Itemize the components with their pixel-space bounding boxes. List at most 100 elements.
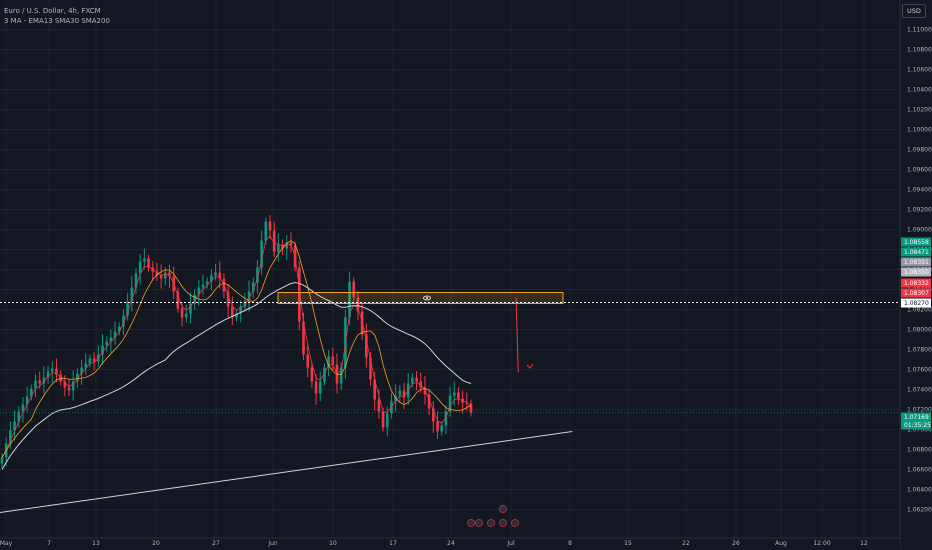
event-icon [487, 519, 495, 527]
candle-body [331, 356, 335, 365]
eye-outline [423, 295, 431, 301]
candle-body [272, 230, 276, 252]
candle-body [452, 392, 456, 396]
time-tick-label: 12 [860, 540, 868, 547]
candle-body [419, 381, 423, 388]
price-tick-label: 1.07200 [907, 407, 932, 414]
ema13-line [1, 234, 472, 458]
time-tick-label: 17 [389, 540, 397, 547]
candle-body [168, 272, 171, 277]
candle-body [302, 321, 305, 355]
candle-body [143, 258, 146, 262]
candle-body [80, 367, 83, 374]
candle-body [285, 242, 289, 249]
candle-body [469, 403, 473, 413]
price-badge-label: 1.08558 [904, 239, 929, 246]
candle-body [427, 394, 431, 409]
candle-body [318, 381, 322, 394]
candle-body [46, 371, 50, 378]
price-badge: 01:35:25 [901, 420, 931, 430]
candle-body [432, 408, 435, 422]
symbol-title[interactable]: Euro / U.S. Dollar, 4h, FXCM [4, 7, 101, 15]
candle-body [398, 390, 402, 396]
candle-body [84, 363, 88, 368]
eye-pupil [426, 297, 428, 299]
price-tick-label: 1.06400 [907, 487, 932, 494]
price-badge-label: 01:35:25 [904, 422, 931, 429]
price-badge-bg [901, 412, 931, 422]
candle-body [50, 368, 54, 372]
time-tick-label: Jul [506, 540, 515, 547]
candle-body [226, 291, 230, 307]
time-tick-label: 24 [447, 540, 455, 547]
eye-icon [423, 295, 431, 301]
candle-body [440, 425, 443, 432]
candle-body [134, 273, 138, 288]
candle-body [268, 221, 272, 231]
event-icon [475, 519, 483, 527]
time-tick-label: 27 [212, 540, 220, 547]
arrow-head [526, 363, 534, 369]
candle-body [126, 301, 129, 316]
time-tick-label: 15 [624, 540, 632, 547]
indicators-label[interactable]: 3 MA - EMA13 SMA30 SMA200 [4, 17, 110, 25]
candle-body [38, 380, 41, 384]
candle-body [277, 244, 280, 252]
price-badge-bg [901, 257, 931, 267]
candle-body [205, 281, 209, 285]
price-tick-label: 1.10400 [907, 87, 932, 94]
sma30-line [1, 240, 472, 458]
price-tick-label: 1.10200 [907, 107, 932, 114]
time-tick-label: 12:00 [813, 540, 830, 547]
candle-body [193, 294, 196, 304]
price-tick-label: 1.06600 [907, 467, 932, 474]
candle-body [92, 358, 96, 362]
candle-body [218, 272, 222, 279]
candle-body [17, 411, 21, 422]
candle-body [247, 291, 251, 302]
price-badge: 1.08307 [901, 288, 931, 298]
candle-body [147, 258, 150, 268]
candle-body [76, 373, 79, 382]
candle-body [323, 367, 326, 382]
candle-body [415, 377, 418, 382]
price-badge-label: 1.08391 [904, 259, 929, 266]
price-badge-bg [901, 278, 931, 288]
price-badge-label: 1.08270 [904, 300, 929, 307]
price-tick-label: 1.10000 [907, 127, 932, 134]
grid [0, 0, 900, 538]
candle-body [180, 308, 184, 318]
currency-button[interactable]: USD [902, 4, 926, 18]
trendline [0, 431, 573, 513]
price-tick-label: 1.10600 [907, 67, 932, 74]
price-badge: 1.08558 [901, 237, 931, 247]
candle-body [444, 411, 448, 426]
price-badge: 1.08270 [901, 298, 931, 308]
price-tick-label: 1.09800 [907, 147, 932, 154]
candle-body [184, 313, 188, 318]
trendline [515, 297, 519, 373]
time-tick-label: May [0, 540, 13, 547]
candle-body [21, 404, 25, 412]
candle-body [243, 301, 247, 307]
price-tick-label: 1.11000 [907, 27, 932, 34]
candle-body [176, 291, 180, 309]
time-tick-label: 13 [92, 540, 100, 547]
price-axis: 1.11000 1.10800 1.10600 1.10400 1.10200 1.100… [899, 0, 932, 550]
candle-body [113, 331, 117, 338]
time-tick-label: 26 [732, 540, 740, 547]
price-badge: 1.08350 [901, 267, 931, 277]
candle-body [306, 354, 309, 368]
candle-body [423, 387, 427, 395]
event-icon [499, 519, 507, 527]
candle-body [256, 267, 259, 283]
price-tick-label: 1.06200 [907, 507, 932, 514]
candle-body [235, 313, 238, 318]
candle-body [260, 240, 263, 268]
candle-body [465, 402, 469, 404]
price-badge-bg [901, 298, 931, 308]
price-tick-label: 1.07000 [907, 427, 932, 434]
event-icon [467, 519, 475, 527]
